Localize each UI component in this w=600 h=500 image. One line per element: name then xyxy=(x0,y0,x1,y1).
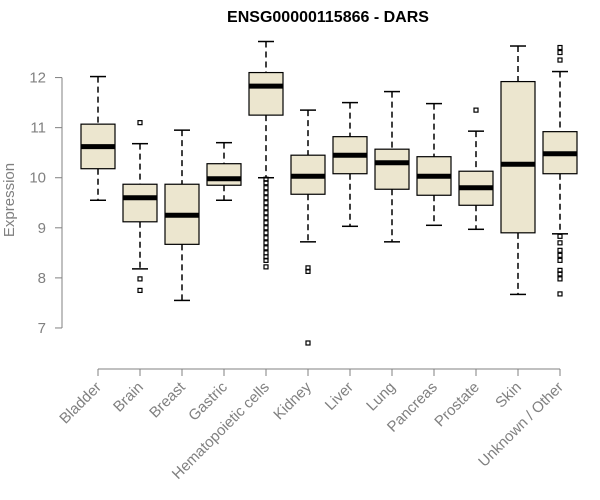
outlier-point xyxy=(137,276,143,282)
outlier-point xyxy=(305,268,311,274)
y-tick-label: 11 xyxy=(30,120,46,137)
outlier-point xyxy=(263,240,269,246)
outlier-point xyxy=(557,44,563,51)
iqr-box xyxy=(122,183,158,223)
box-group xyxy=(500,45,536,296)
plot-area xyxy=(80,40,578,346)
iqr-box xyxy=(374,148,410,190)
outlier-point xyxy=(263,210,269,216)
y-tick-label: 12 xyxy=(29,70,46,87)
box-group xyxy=(248,40,284,270)
outlier-point xyxy=(263,264,269,270)
x-tick-label: Liver xyxy=(322,379,357,414)
outlier-point xyxy=(263,235,269,241)
box-group xyxy=(206,141,242,202)
outlier-point xyxy=(263,195,269,201)
y-tick-label: 8 xyxy=(38,270,46,287)
x-tick-label: Breast xyxy=(146,378,189,421)
outlier-point xyxy=(263,220,269,226)
box-group xyxy=(122,120,158,294)
outlier-point xyxy=(557,247,563,253)
outlier-point xyxy=(557,57,563,63)
outlier-point xyxy=(557,271,563,277)
outlier-point xyxy=(557,257,563,263)
outlier-point xyxy=(305,340,311,346)
y-tick-label: 10 xyxy=(29,170,46,187)
chart-title: ENSG00000115866 - DARS xyxy=(227,9,429,26)
box-group xyxy=(332,101,368,228)
outlier-point xyxy=(557,240,563,246)
outlier-point xyxy=(557,276,563,282)
iqr-box xyxy=(206,163,242,186)
box-group xyxy=(80,75,116,202)
iqr-box xyxy=(248,71,284,116)
y-axis-label: Expression xyxy=(1,163,18,237)
box-group xyxy=(416,102,452,227)
y-axis: 7 8 9 10 11 12 xyxy=(29,70,63,337)
outlier-point xyxy=(473,107,479,113)
outlier-point xyxy=(263,245,269,251)
outlier-point xyxy=(557,291,563,297)
outlier-point xyxy=(263,215,269,221)
outlier-point xyxy=(557,252,563,258)
x-tick-label: Brain xyxy=(110,379,147,416)
outlier-point xyxy=(557,49,563,56)
y-tick-label: 9 xyxy=(38,220,46,237)
outlier-point xyxy=(263,257,269,263)
outlier-point xyxy=(263,225,269,231)
x-tick-label: Lung xyxy=(363,379,399,415)
outlier-point xyxy=(263,180,269,186)
x-tick-label: Kidney xyxy=(270,378,315,423)
box-group xyxy=(374,90,410,243)
box-group xyxy=(542,44,578,297)
x-tick-label: Skin xyxy=(492,379,525,412)
y-tick-label: 7 xyxy=(38,320,46,337)
outlier-point xyxy=(263,205,269,211)
outlier-point xyxy=(263,230,269,236)
box-group xyxy=(164,129,200,302)
x-tick-label: Prostate xyxy=(431,379,483,431)
iqr-box xyxy=(500,80,536,234)
x-tick-label: Bladder xyxy=(56,379,105,428)
outlier-point xyxy=(263,200,269,206)
outlier-point xyxy=(263,190,269,196)
outlier-point xyxy=(137,120,143,126)
outlier-point xyxy=(137,287,143,294)
box-group xyxy=(290,109,326,346)
outlier-point xyxy=(557,233,563,239)
outlier-point xyxy=(263,185,269,191)
box-group xyxy=(458,107,494,231)
outlier-point xyxy=(263,250,269,256)
